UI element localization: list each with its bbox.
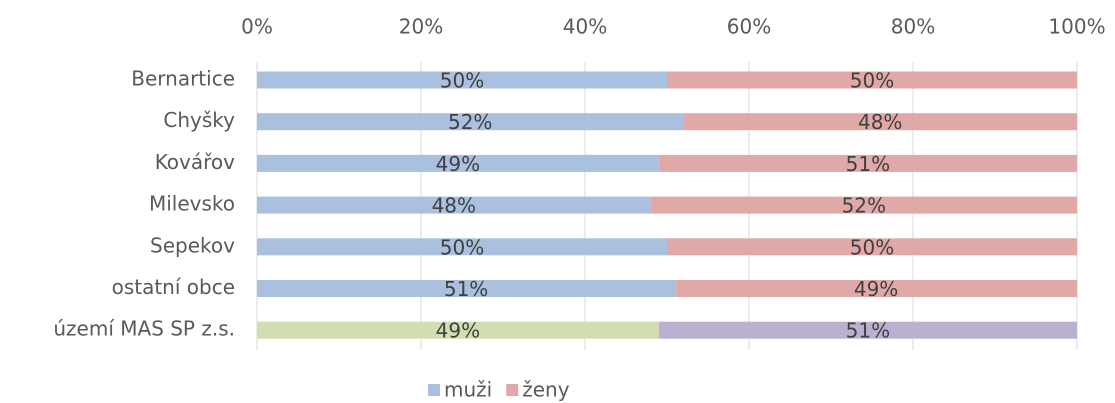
data-label: 50% [440, 69, 484, 93]
bar-segment [658, 321, 1077, 339]
bar-segment [257, 113, 684, 131]
data-label: 49% [436, 152, 480, 176]
bar-segment [658, 154, 1077, 172]
x-tick-label: 40% [563, 15, 607, 39]
bar-segment [667, 238, 1077, 256]
data-label: 48% [432, 194, 476, 218]
bar-segment [257, 196, 651, 214]
data-label: 52% [842, 194, 886, 218]
data-label: 49% [436, 319, 480, 343]
bar-segment [650, 196, 1077, 214]
legend-swatch [428, 384, 440, 396]
category-label: území MAS SP z.s. [53, 317, 235, 341]
category-label: Milevsko [149, 192, 235, 216]
data-label: 50% [850, 235, 894, 259]
legend-swatch [506, 384, 519, 396]
bar-segment [675, 280, 1077, 297]
data-label: 50% [440, 235, 484, 259]
data-label: 51% [846, 152, 890, 176]
x-tick-label: 80% [891, 15, 935, 39]
bar-segment [257, 321, 659, 339]
data-label: 50% [850, 69, 894, 93]
category-label: Chyšky [163, 108, 235, 132]
bar-segment [667, 71, 1077, 89]
bar-segment [683, 113, 1077, 131]
x-tick-label: 20% [399, 15, 443, 39]
data-label: 52% [448, 110, 492, 134]
bar-segment [257, 71, 667, 89]
legend-label: muži [444, 378, 492, 402]
data-label: 49% [854, 277, 898, 301]
legend-label: ženy [522, 378, 569, 402]
category-label: Kovářov [155, 150, 235, 174]
bar-segment [257, 280, 676, 297]
data-label: 51% [444, 277, 488, 301]
bar-segment [257, 154, 659, 172]
x-tick-label: 100% [1048, 15, 1105, 39]
data-label: 51% [846, 319, 890, 343]
category-label: Bernartice [131, 67, 235, 91]
bar-segment [257, 238, 667, 256]
category-label: ostatní obce [112, 275, 235, 299]
data-label: 48% [858, 110, 902, 134]
x-tick-label: 60% [727, 15, 771, 39]
category-label: Sepekov [150, 233, 235, 257]
x-tick-label: 0% [241, 15, 273, 39]
